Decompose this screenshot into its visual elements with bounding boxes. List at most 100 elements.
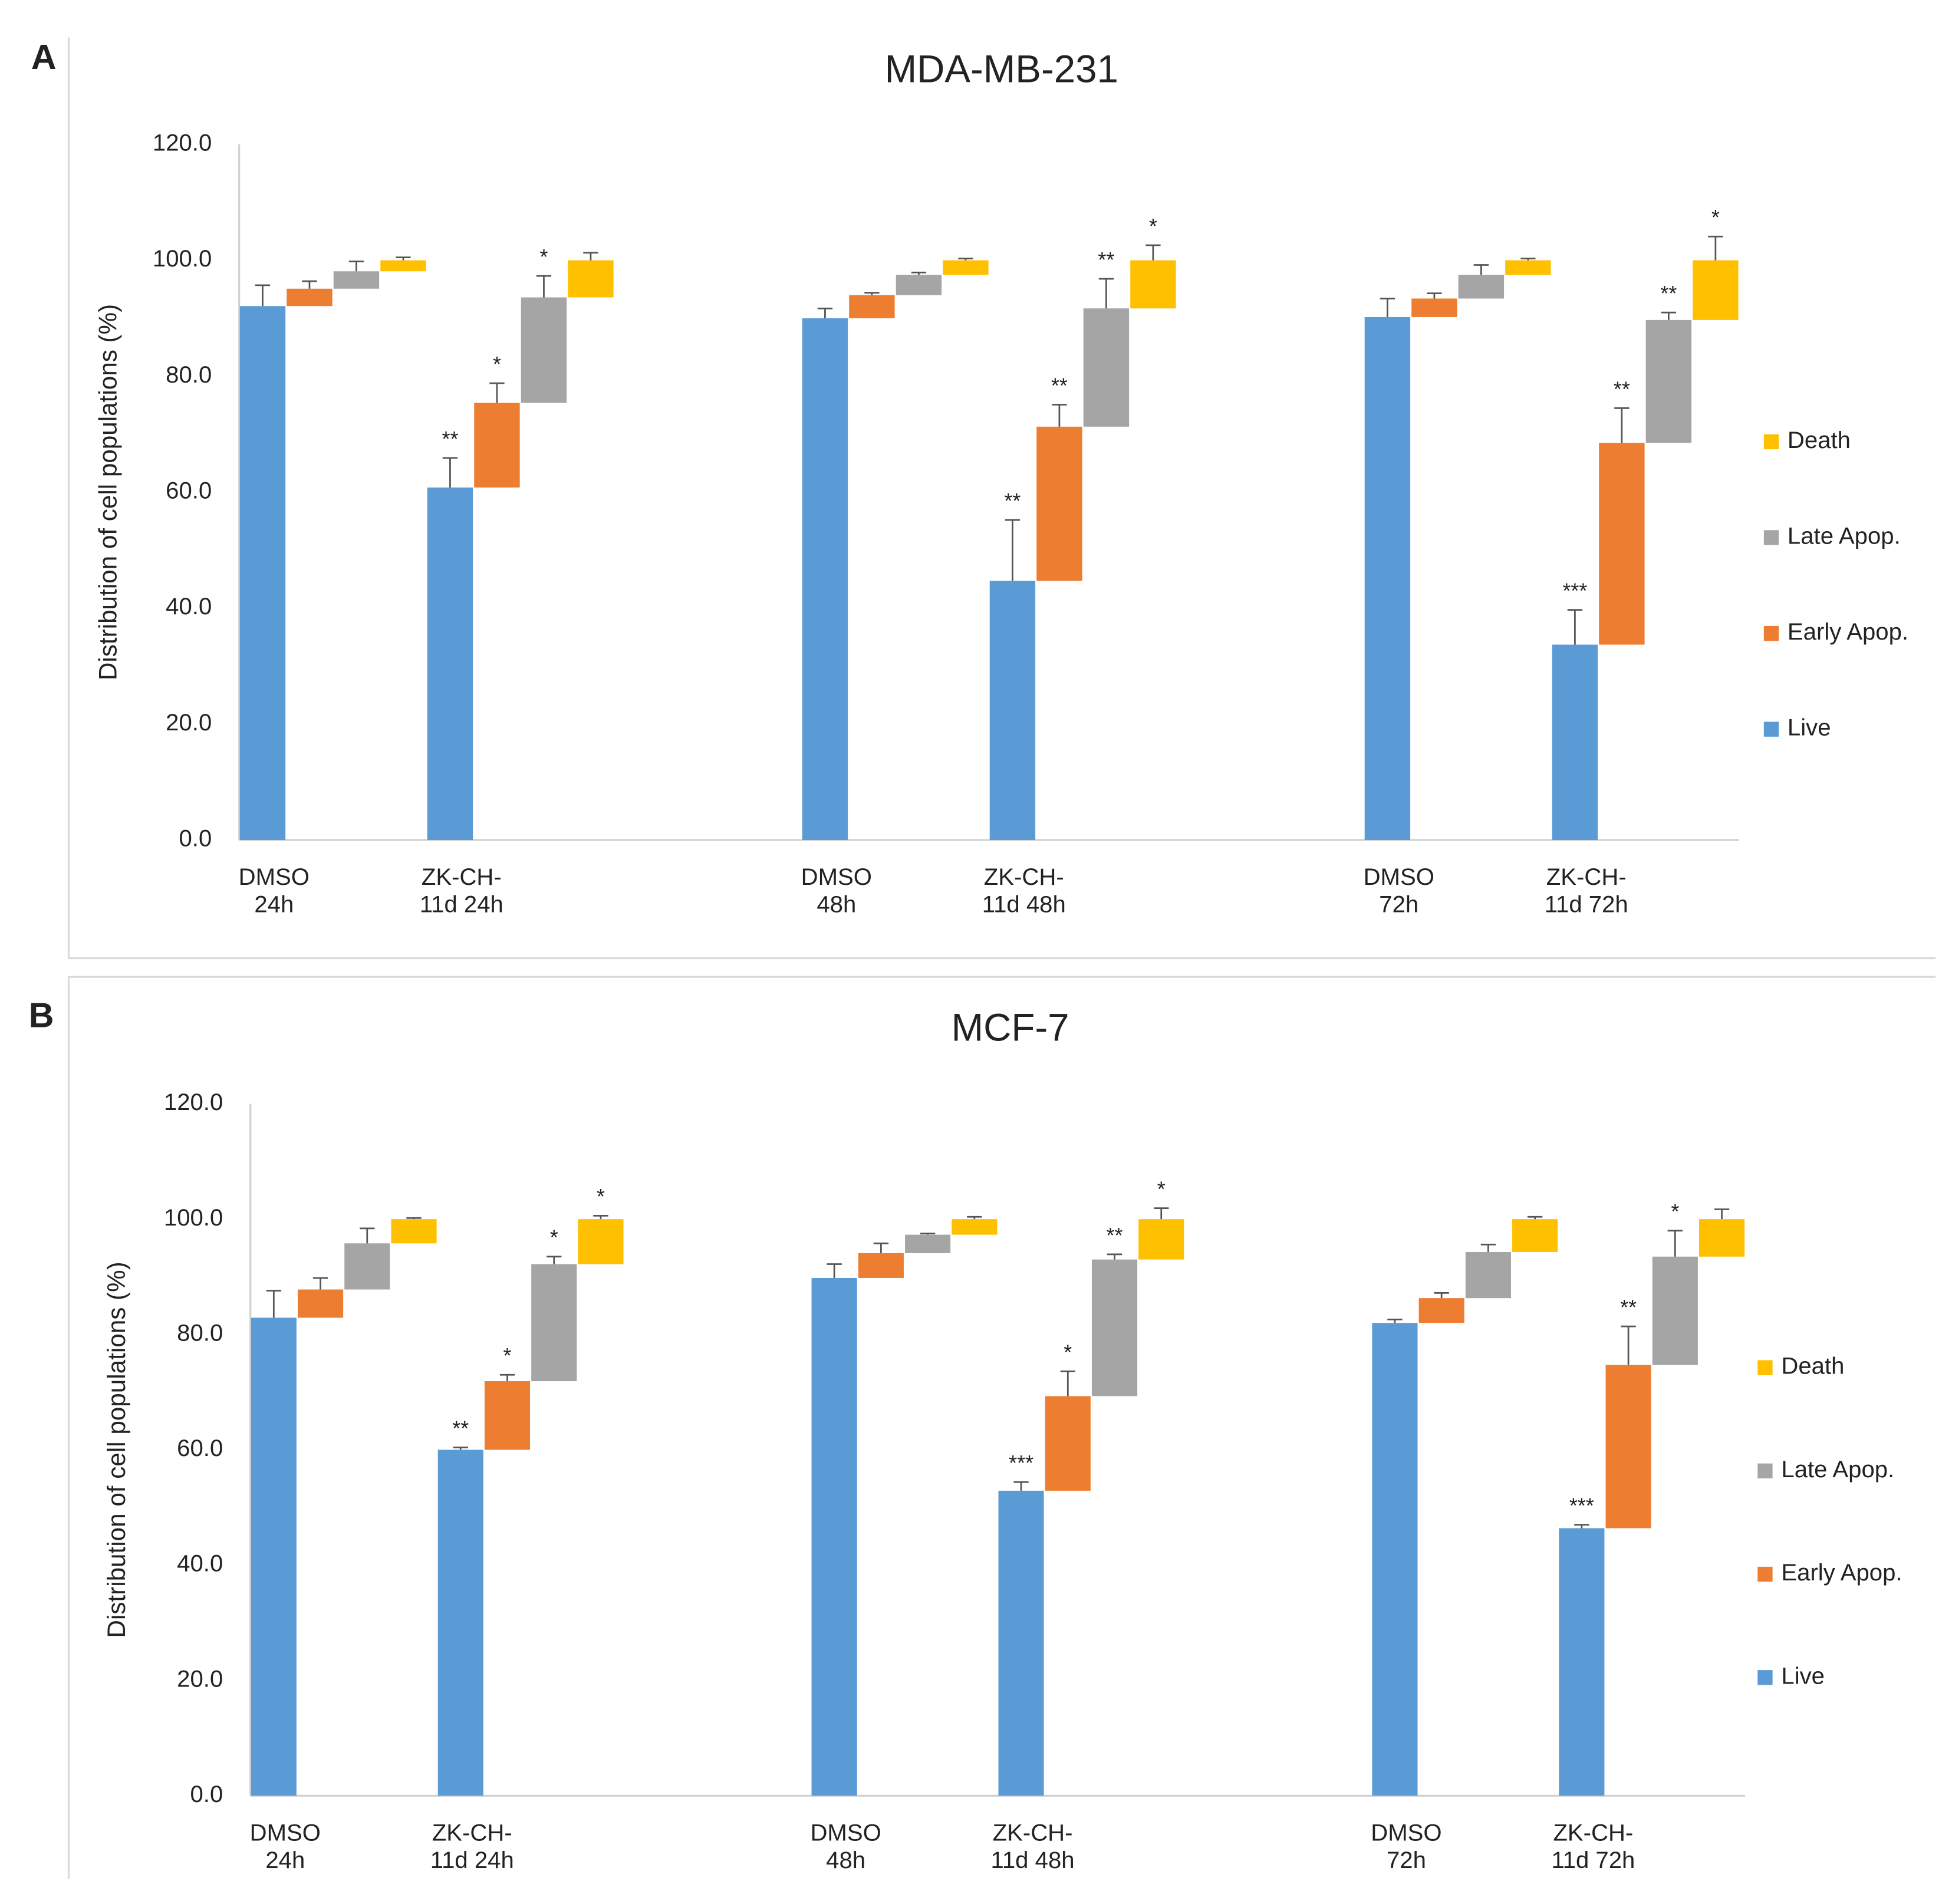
x-tick-label: 24h bbox=[254, 891, 294, 917]
significance-label: ** bbox=[442, 427, 458, 451]
x-tick-label: 48h bbox=[826, 1847, 865, 1873]
y-tick-label: 60.0 bbox=[177, 1435, 223, 1461]
bar-segment bbox=[1372, 1323, 1418, 1796]
legend-swatch bbox=[1757, 1566, 1773, 1582]
significance-label: * bbox=[1671, 1200, 1679, 1224]
legend-swatch bbox=[1763, 434, 1779, 450]
x-tick-label: 11d 48h bbox=[982, 891, 1066, 917]
significance-label: * bbox=[493, 353, 501, 376]
significance-label: * bbox=[539, 245, 548, 269]
bar-segment bbox=[849, 295, 895, 318]
bar-segment bbox=[531, 1264, 577, 1382]
bar-segment bbox=[391, 1219, 437, 1244]
significance-label: * bbox=[503, 1344, 512, 1368]
bar-segment bbox=[989, 581, 1036, 840]
bar-segment bbox=[484, 1381, 531, 1450]
x-tick-label: ZK-CH- bbox=[993, 1820, 1073, 1846]
legend-swatch bbox=[1763, 722, 1779, 737]
x-tick-label: ZK-CH- bbox=[984, 864, 1064, 890]
bar-segment bbox=[1552, 644, 1598, 840]
legend-label: Live bbox=[1788, 715, 1831, 741]
x-tick-label: 24h bbox=[265, 1847, 305, 1873]
significance-label: * bbox=[1064, 1340, 1072, 1364]
significance-label: ** bbox=[1620, 1296, 1637, 1319]
significance-label: ** bbox=[1004, 489, 1021, 513]
bar-segment bbox=[802, 318, 848, 840]
y-tick-label: 20.0 bbox=[177, 1666, 223, 1692]
legend-label: Death bbox=[1781, 1353, 1844, 1379]
significance-label: ** bbox=[1107, 1224, 1123, 1247]
x-tick-label: 11d 72h bbox=[1545, 891, 1628, 917]
panel-label: A bbox=[31, 37, 57, 77]
bar-segment bbox=[1693, 260, 1739, 320]
significance-label: ** bbox=[1614, 377, 1630, 401]
significance-label: ** bbox=[452, 1417, 469, 1440]
significance-label: *** bbox=[1562, 579, 1587, 603]
significance-label: * bbox=[1157, 1178, 1166, 1201]
x-tick-label: 11d 48h bbox=[991, 1847, 1075, 1873]
y-tick-label: 60.0 bbox=[166, 478, 212, 504]
chart-title: MDA-MB-231 bbox=[885, 48, 1118, 91]
significance-label: ** bbox=[1098, 248, 1114, 272]
panel-frame bbox=[67, 37, 1936, 960]
y-tick-label: 80.0 bbox=[166, 362, 212, 388]
significance-label: *** bbox=[1009, 1451, 1033, 1475]
x-tick-label: DMSO bbox=[239, 864, 310, 890]
y-tick-label: 20.0 bbox=[166, 710, 212, 736]
bar-segment bbox=[811, 1277, 857, 1796]
bar-segment bbox=[1036, 426, 1082, 581]
significance-label: *** bbox=[1569, 1494, 1594, 1518]
bar-segment bbox=[1605, 1365, 1651, 1529]
bar-segment bbox=[251, 1317, 297, 1796]
x-tick-label: ZK-CH- bbox=[1546, 864, 1627, 890]
bar-segment bbox=[1652, 1256, 1698, 1365]
legend-label: Early Apop. bbox=[1781, 1560, 1902, 1586]
legend-swatch bbox=[1757, 1360, 1773, 1375]
x-tick-label: ZK-CH- bbox=[432, 1820, 512, 1846]
bar-segment bbox=[578, 1219, 624, 1264]
y-tick-label: 120.0 bbox=[164, 1089, 223, 1115]
bar-segment bbox=[1505, 260, 1551, 275]
x-tick-label: 11d 24h bbox=[420, 891, 503, 917]
y-tick-label: 0.0 bbox=[179, 826, 212, 852]
bar-segment bbox=[1418, 1298, 1464, 1323]
significance-label: * bbox=[597, 1185, 605, 1208]
bar-segment bbox=[1645, 319, 1692, 443]
x-tick-label: DMSO bbox=[1371, 1820, 1441, 1846]
x-tick-label: DMSO bbox=[250, 1820, 321, 1846]
y-tick-label: 40.0 bbox=[177, 1551, 223, 1577]
legend-swatch bbox=[1757, 1670, 1773, 1685]
bar-segment bbox=[1512, 1219, 1558, 1252]
x-tick-label: 72h bbox=[1379, 891, 1418, 917]
bar-segment bbox=[952, 1219, 998, 1235]
bar-segment bbox=[427, 487, 473, 840]
bar-segment bbox=[380, 260, 426, 272]
bar-segment bbox=[1599, 443, 1645, 645]
legend-swatch bbox=[1763, 625, 1779, 641]
bar-segment bbox=[437, 1450, 483, 1796]
legend-label: Live bbox=[1781, 1663, 1825, 1689]
x-tick-label: DMSO bbox=[1364, 864, 1434, 890]
bar-segment bbox=[1045, 1396, 1091, 1491]
bar-segment bbox=[858, 1253, 904, 1278]
significance-label: * bbox=[550, 1226, 558, 1250]
bar-segment bbox=[896, 275, 942, 295]
bar-segment bbox=[1083, 308, 1130, 427]
bar-segment bbox=[1411, 298, 1457, 317]
chart-title: MCF-7 bbox=[952, 1006, 1069, 1049]
bar-segment bbox=[298, 1289, 344, 1318]
bar-segment bbox=[998, 1490, 1044, 1796]
significance-label: * bbox=[1149, 215, 1157, 238]
bar-segment bbox=[239, 306, 286, 840]
x-tick-label: 11d 72h bbox=[1551, 1847, 1635, 1873]
bar-segment bbox=[521, 297, 567, 403]
significance-label: * bbox=[1711, 206, 1720, 229]
x-tick-label: 72h bbox=[1387, 1847, 1426, 1873]
bar-segment bbox=[287, 288, 333, 307]
significance-label: ** bbox=[1660, 282, 1677, 305]
y-tick-label: 100.0 bbox=[164, 1205, 223, 1231]
legend-label: Early Apop. bbox=[1788, 619, 1908, 645]
bar-segment bbox=[333, 271, 380, 289]
legend-label: Death bbox=[1788, 427, 1851, 453]
